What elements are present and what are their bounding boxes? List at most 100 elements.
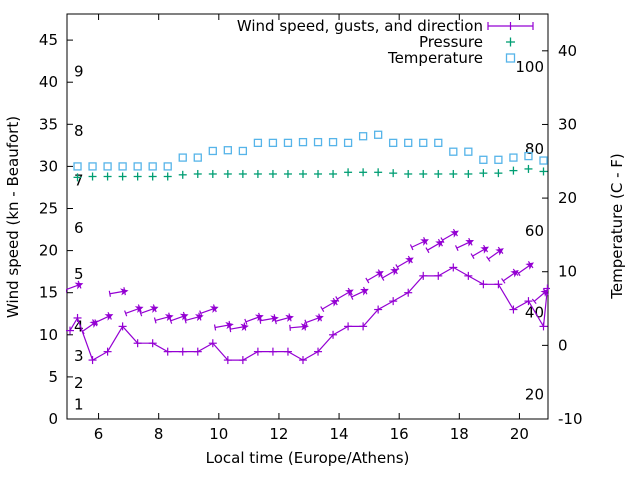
y-left-tick-label: 40 xyxy=(39,73,58,91)
temperature-point xyxy=(524,151,533,161)
fahrenheit-scale-labels: 20 40 60 80 100 xyxy=(515,58,544,403)
arrow-head xyxy=(120,288,129,296)
wind-direction-arrow xyxy=(229,322,249,333)
plot-border xyxy=(66,13,549,420)
temperature-point xyxy=(238,146,248,156)
arrow-head xyxy=(420,239,429,246)
arrow-tail-tick xyxy=(153,317,157,324)
arrow-tail-tick xyxy=(94,319,98,326)
arrow-tail-tick xyxy=(440,237,445,243)
beaufort-scale-labels: 1 2 3 4 5 6 7 8 9 xyxy=(74,62,84,413)
arrow-head xyxy=(74,282,84,290)
temperature-point xyxy=(148,162,157,171)
y-right-tick-label: 20 xyxy=(558,189,577,207)
temperature-point xyxy=(434,138,443,148)
temperature-point xyxy=(178,153,187,162)
y-left-tick-label: 5 xyxy=(48,368,58,386)
y-left-tick-label: 30 xyxy=(39,157,58,175)
arrow-tail-tick xyxy=(124,310,128,317)
y-left-tick-label: 20 xyxy=(39,242,58,260)
wind-direction-arrow xyxy=(531,288,549,304)
wind-direction-arrow xyxy=(108,287,129,297)
arrow-head xyxy=(285,314,294,322)
wind-direction-arrow xyxy=(169,311,189,324)
arrow-head xyxy=(225,322,234,330)
wind-direction-arrow xyxy=(501,268,519,284)
arrow-head xyxy=(375,271,384,279)
arrow-head xyxy=(344,289,354,297)
arrow-tail-tick xyxy=(244,318,248,325)
wind-direction-arrow xyxy=(94,311,114,326)
temperature-point xyxy=(343,138,353,148)
temperature-point xyxy=(283,138,293,148)
beaufort-label: 6 xyxy=(74,219,84,237)
temperature-point xyxy=(404,138,413,148)
wind-gust-arrows xyxy=(66,228,549,335)
arrow-head xyxy=(240,323,249,331)
y-right-tick-label: 10 xyxy=(558,263,577,281)
wind-direction-arrow xyxy=(409,237,429,251)
wind-direction-arrow xyxy=(349,286,369,300)
arrow-head xyxy=(405,257,414,265)
temperature-point xyxy=(419,138,428,148)
temperature-point xyxy=(313,137,323,147)
temperature-point xyxy=(88,162,97,171)
arrow-head xyxy=(164,314,174,322)
x-axis-ticks: 6 8 10 12 14 16 18 20 xyxy=(94,14,529,443)
arrow-tail-tick xyxy=(501,278,506,284)
wind-direction-arrow xyxy=(244,312,264,325)
arrow-tail-tick xyxy=(380,275,385,281)
wind-direction-arrow xyxy=(365,269,384,284)
temperature-point xyxy=(103,162,112,171)
x-tick-label: 12 xyxy=(269,425,288,443)
arrow-tail-tick xyxy=(183,317,187,324)
wind-direction-arrow xyxy=(440,228,459,243)
wind-direction-arrow xyxy=(395,255,414,270)
temperature-point xyxy=(509,153,518,162)
y-right-tick-label: -10 xyxy=(558,410,583,428)
temperature-point xyxy=(223,146,232,155)
temperature-point xyxy=(73,162,82,171)
legend-label: Wind speed, gusts, and direction xyxy=(237,17,483,35)
wind-direction-arrow xyxy=(454,237,475,252)
fahrenheit-label: 40 xyxy=(525,304,544,322)
beaufort-label: 1 xyxy=(74,396,84,414)
x-tick-label: 6 xyxy=(94,425,104,443)
legend: Wind speed, gusts, and directionPressure… xyxy=(237,17,534,67)
wind-direction-arrow xyxy=(274,313,294,325)
x-tick-label: 14 xyxy=(330,425,349,443)
y-left-tick-label: 35 xyxy=(39,115,58,133)
wind-direction-arrow xyxy=(470,244,489,259)
wind-direction-arrow xyxy=(516,261,534,277)
y-right-ticks: -10 0 10 20 30 40 xyxy=(542,42,583,428)
wind-direction-arrow xyxy=(199,304,219,317)
arrow-head xyxy=(435,240,444,248)
x-axis-title: Local time (Europe/Athens) xyxy=(206,449,410,467)
x-tick-label: 8 xyxy=(154,425,164,443)
arrow-head xyxy=(480,246,489,254)
wind-speed-line xyxy=(69,266,548,361)
x-tick-label: 20 xyxy=(510,425,529,443)
temperature-point xyxy=(539,156,548,165)
arrow-tail-tick xyxy=(409,244,414,251)
fahrenheit-label: 80 xyxy=(525,140,544,158)
arrow-tail-tick xyxy=(320,306,325,312)
x-tick-label: 10 xyxy=(209,425,228,443)
temperature-point xyxy=(163,162,172,171)
y-left-ticks: 0 5 10 15 20 25 30 35 40 45 xyxy=(39,31,73,428)
temperature-point xyxy=(118,162,127,171)
wind-direction-arrow xyxy=(486,246,504,262)
wind-direction-arrow xyxy=(320,297,339,312)
y-right-axis-title: Temperature (C - F) xyxy=(608,153,626,300)
beaufort-label: 2 xyxy=(74,374,84,392)
temperature-point xyxy=(208,146,217,156)
x-tick-label: 18 xyxy=(450,425,469,443)
pressure-series xyxy=(73,164,548,182)
wind-direction-arrow xyxy=(66,280,84,293)
beaufort-label: 5 xyxy=(74,265,84,283)
fahrenheit-label: 60 xyxy=(525,222,544,240)
temperature-point xyxy=(298,137,308,147)
y-left-tick-label: 15 xyxy=(39,284,58,302)
arrow-head xyxy=(525,262,534,270)
